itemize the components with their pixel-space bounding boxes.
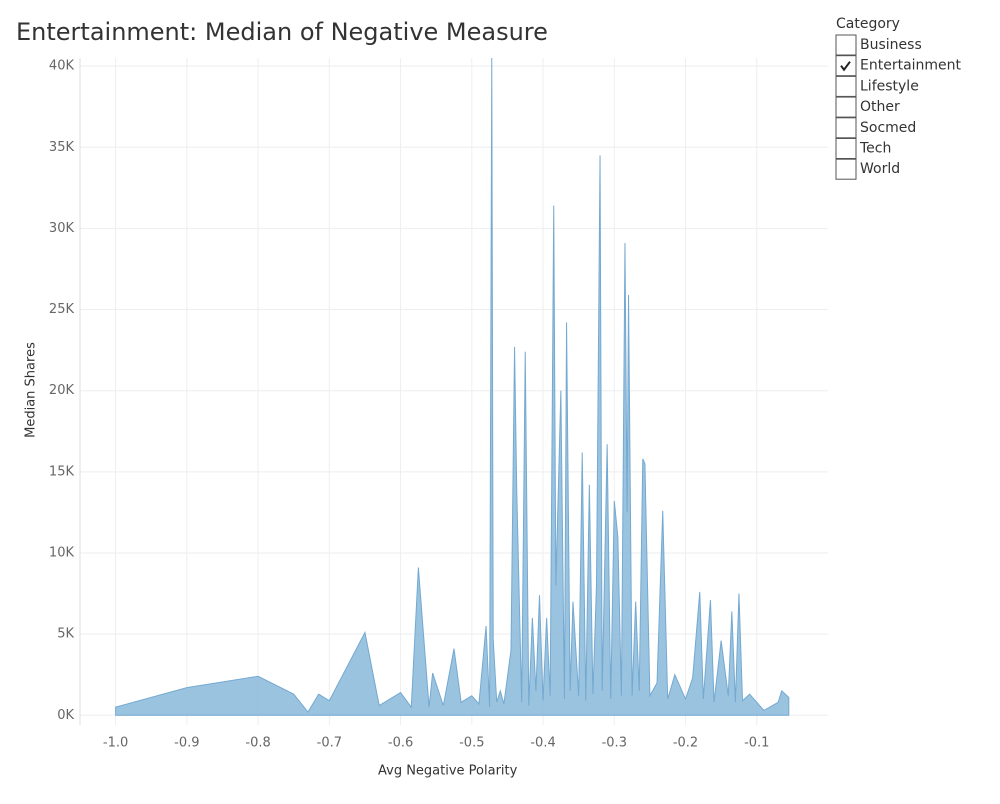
x-tick-label: -0.1 (744, 736, 769, 751)
y-tick-label: 15K (49, 464, 75, 479)
filter-item[interactable]: Tech (835, 138, 891, 159)
area (115, 58, 790, 716)
checkbox[interactable] (835, 117, 857, 139)
y-tick-label: 0K (57, 708, 74, 723)
checkmark (840, 61, 851, 72)
y-tick-label: 30K (49, 221, 75, 236)
chart-title: Entertainment: Median of Negative Measur… (16, 18, 548, 46)
y-tick-label: 35K (49, 140, 75, 155)
y-tick-label: 5K (57, 627, 74, 642)
filter-item[interactable]: Lifestyle (835, 75, 919, 97)
y-tick-label: 10K (49, 545, 75, 560)
filter-label[interactable]: Business (860, 37, 922, 53)
y-tick-label: 40K (49, 59, 75, 74)
filter-label[interactable]: World (860, 161, 900, 177)
x-tick-label: -0.6 (388, 736, 413, 751)
plot-area: 0K 5K 10K 15K 20K 25K 30K 35K 40K -1.0 -0.9 -0.8 -0.… (49, 58, 828, 751)
filter-list: Business Entertainment Lifestyle Other Socme… (835, 34, 962, 180)
x-tick-label: -0.8 (245, 736, 270, 751)
filter-item[interactable]: World (835, 158, 900, 180)
checkbox[interactable] (835, 138, 857, 159)
x-tick-label: -0.3 (602, 736, 627, 751)
filter-item[interactable]: Socmed (835, 117, 916, 139)
filter-label[interactable]: Entertainment (860, 58, 962, 74)
checkbox[interactable] (835, 96, 857, 118)
filter-label[interactable]: Other (860, 99, 900, 115)
filter-label[interactable]: Lifestyle (860, 78, 919, 94)
y-tick-label: 20K (49, 383, 75, 398)
filter-item[interactable]: Other (835, 96, 900, 118)
x-tick-label: -1.0 (103, 736, 128, 751)
x-tick-label: -0.9 (174, 736, 199, 751)
x-tick-label: -0.2 (673, 736, 698, 751)
x-tick-label: -0.5 (459, 736, 484, 751)
filter-label[interactable]: Tech (859, 141, 891, 157)
filter-item[interactable]: Business (835, 34, 922, 56)
x-tick-label: -0.4 (530, 736, 555, 751)
checkbox[interactable] (835, 75, 857, 97)
y-tick-label: 25K (49, 302, 75, 317)
filter-item[interactable]: Entertainment (835, 55, 962, 77)
x-axis-title: Avg Negative Polarity (378, 764, 518, 779)
y-axis-title: Median Shares (24, 342, 39, 438)
x-tick-label: -0.7 (317, 736, 342, 751)
checkbox[interactable] (835, 34, 857, 56)
filter-title: Category (836, 16, 900, 32)
checkbox[interactable] (835, 158, 857, 180)
filter-label[interactable]: Socmed (860, 120, 916, 136)
